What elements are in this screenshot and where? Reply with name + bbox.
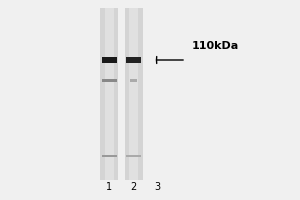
Text: 110kDa: 110kDa <box>192 41 239 51</box>
Bar <box>102 155 117 157</box>
Bar <box>129 8 139 180</box>
Text: 3: 3 <box>154 182 160 192</box>
Text: 2: 2 <box>130 182 136 192</box>
Text: 1: 1 <box>106 182 112 192</box>
Bar <box>105 8 115 180</box>
Bar <box>126 57 141 63</box>
Bar <box>126 155 141 157</box>
Bar <box>100 8 118 180</box>
Bar <box>102 57 117 63</box>
Bar <box>124 8 142 180</box>
Bar <box>130 78 136 82</box>
Bar <box>102 78 117 82</box>
